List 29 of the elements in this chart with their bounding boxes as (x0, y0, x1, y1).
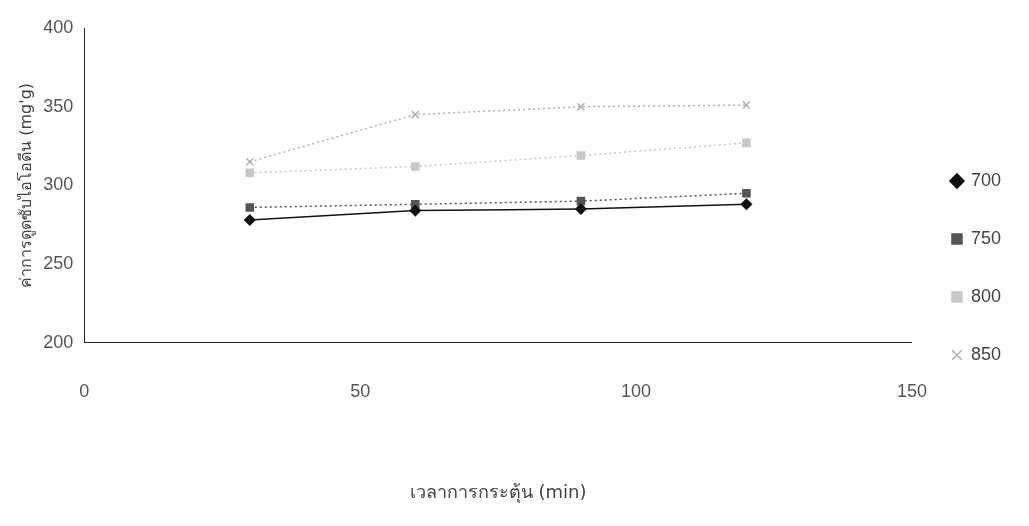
point (245, 203, 255, 212)
y-tick-label: 350 (43, 95, 74, 116)
y-tick-label: 400 (43, 16, 74, 37)
point (742, 188, 751, 198)
legend-label: 700 (970, 169, 1002, 190)
x-tick-label: 100 (621, 380, 652, 401)
legend-label: 850 (970, 343, 1002, 364)
point (742, 138, 751, 148)
point (740, 198, 753, 211)
point (411, 162, 420, 171)
x-tick-label: 50 (350, 380, 371, 401)
point (742, 100, 751, 110)
y-tick-label: 200 (43, 331, 74, 352)
y-axis-title: ค่าการดูดซับไอโอดีน (mg'g) (15, 82, 36, 288)
point (575, 203, 587, 215)
y-tick-label: 300 (43, 174, 74, 195)
x-tick-label: 150 (896, 380, 927, 401)
legend-label: 800 (970, 285, 1002, 306)
point (245, 157, 255, 167)
point (411, 110, 420, 119)
point (576, 102, 586, 111)
legend-label: 750 (970, 227, 1002, 248)
y-tick-label: 250 (43, 253, 74, 274)
point (409, 204, 422, 217)
x-tick-label: 0 (79, 380, 90, 401)
x-axis-title: เวลาการกระตุ้น (min) (409, 480, 587, 503)
point (576, 151, 586, 160)
point (245, 168, 255, 178)
point (244, 214, 256, 226)
